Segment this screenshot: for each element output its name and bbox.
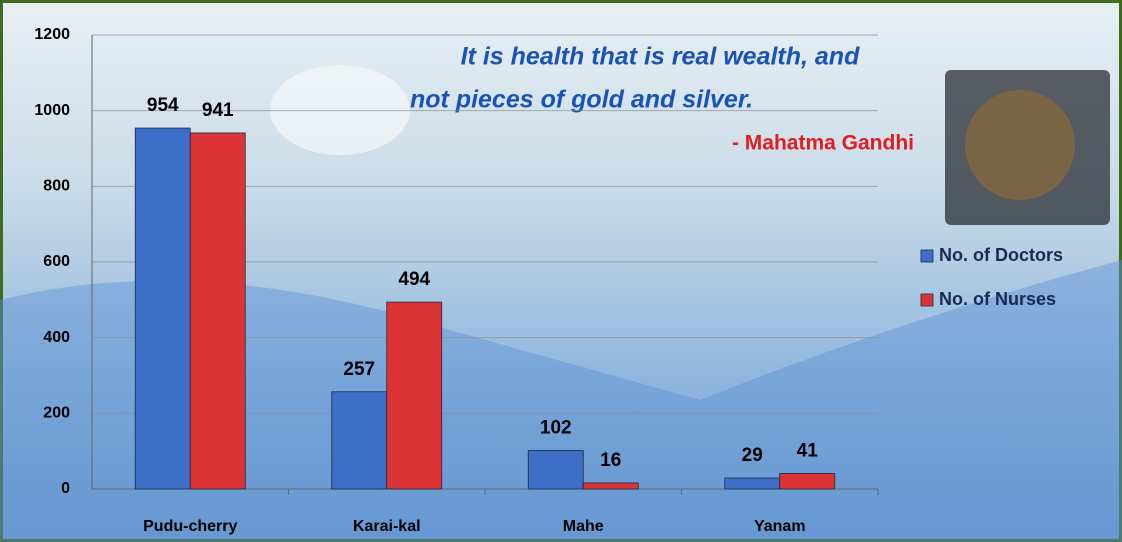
x-tick-label: Mahe [563, 518, 604, 535]
y-tick-label: 400 [43, 329, 70, 346]
y-tick-label: 200 [43, 405, 70, 422]
quote-line: not pieces of gold and silver. [410, 86, 753, 114]
bar [725, 478, 780, 489]
bar [528, 450, 583, 489]
lamp [270, 65, 410, 155]
bar [332, 392, 387, 489]
x-tick-label: Pudu-cherry [143, 518, 237, 535]
data-label: 41 [797, 441, 819, 462]
monitor-image [965, 90, 1075, 200]
page: It is health that is real wealth, and no… [0, 0, 1122, 542]
data-label: 16 [600, 450, 621, 471]
data-label: 954 [147, 95, 179, 116]
y-tick-label: 1000 [34, 102, 70, 119]
y-tick-label: 0 [61, 480, 70, 497]
bar [780, 473, 835, 489]
x-tick-label: Karai-kal [353, 518, 421, 535]
quote-line: It is health that is real wealth, and [461, 43, 860, 71]
legend-label: No. of Doctors [939, 245, 1063, 265]
x-tick-label: Yanam [754, 518, 806, 535]
y-tick-label: 1200 [34, 26, 70, 43]
data-label: 29 [742, 445, 763, 466]
quote-author: - Mahatma Gandhi [732, 132, 914, 155]
data-label: 941 [202, 100, 234, 121]
bar [190, 133, 245, 489]
legend-label: No. of Nurses [939, 289, 1056, 309]
chart: It is health that is real wealth, and no… [0, 0, 1122, 542]
bar [387, 302, 442, 489]
legend-swatch [921, 250, 933, 262]
data-label: 494 [398, 269, 430, 290]
bar [583, 483, 638, 489]
legend-swatch [921, 294, 933, 306]
bar [135, 128, 190, 489]
y-tick-label: 800 [43, 178, 70, 195]
data-label: 102 [540, 417, 572, 438]
y-tick-label: 600 [43, 253, 70, 270]
data-label: 257 [343, 359, 375, 380]
